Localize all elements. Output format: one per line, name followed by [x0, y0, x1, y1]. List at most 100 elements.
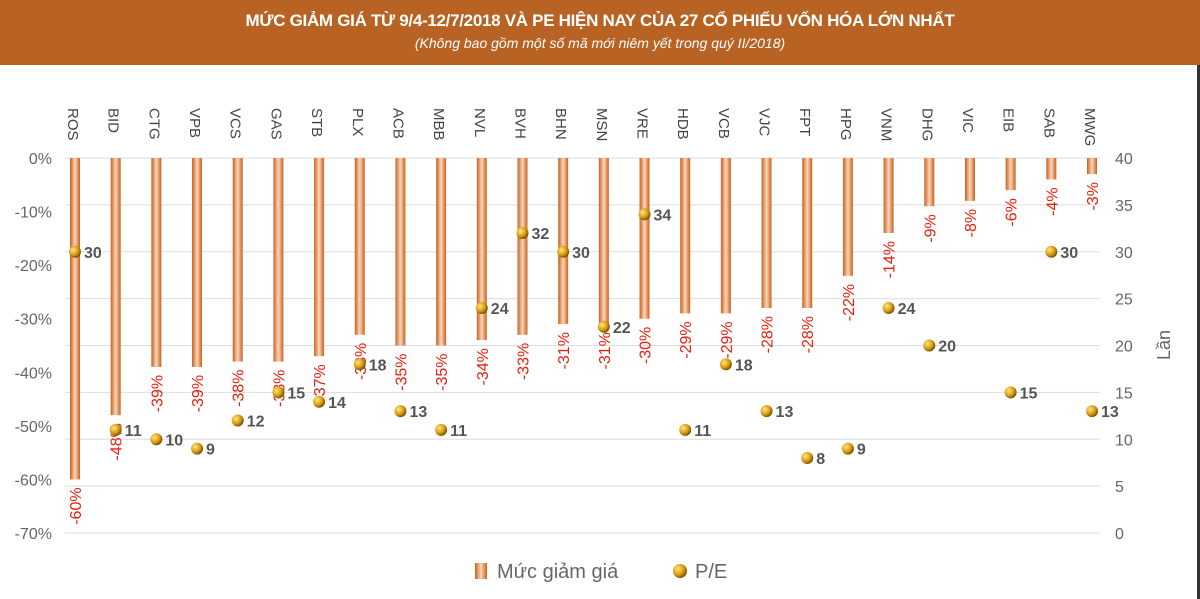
- pe-label: 11: [450, 423, 467, 440]
- right-axis-tick: 25: [1115, 292, 1133, 309]
- bar-HDB: [680, 158, 691, 314]
- category-label: FPT: [796, 108, 813, 136]
- category-label: BID: [105, 108, 122, 133]
- right-axis-tick: 20: [1115, 339, 1133, 356]
- bar-label: -33%: [515, 343, 532, 380]
- pe-label: 15: [1020, 385, 1038, 402]
- bar-label: -39%: [149, 375, 166, 412]
- left-axis-tick: -60%: [15, 472, 52, 489]
- pe-label: 32: [531, 226, 549, 243]
- bar-label: -31%: [597, 332, 614, 369]
- bar-label: -28%: [760, 316, 777, 353]
- pe-dot-BHN: [557, 245, 570, 258]
- category-label: MBB: [430, 108, 447, 141]
- bar-VCS: [232, 158, 243, 362]
- pe-dot-FPT: [801, 452, 814, 464]
- category-label: BHN: [552, 108, 569, 140]
- bar-label: -34%: [475, 348, 492, 385]
- category-label: BVH: [511, 108, 528, 139]
- pe-dot-VRE: [638, 208, 651, 221]
- pe-label: 9: [206, 442, 215, 459]
- category-label: VIC: [959, 108, 976, 133]
- right-axis-label: Lần: [1154, 330, 1174, 360]
- right-axis-tick: 30: [1115, 245, 1133, 262]
- right-axis-tick: 0: [1115, 526, 1124, 543]
- pe-label: 11: [125, 423, 142, 440]
- category-label: MWG: [1081, 108, 1098, 146]
- pe-label: 10: [165, 432, 183, 449]
- bar-label: -9%: [922, 214, 939, 242]
- chart-title: MỨC GIẢM GIÁ TỪ 9/4-12/7/2018 VÀ PE HIỆN…: [245, 11, 955, 30]
- pe-dot-VPB: [191, 442, 204, 455]
- bar-label: -6%: [1004, 198, 1021, 226]
- pe-dot-VNM: [882, 302, 895, 314]
- bar-label: -8%: [963, 209, 980, 237]
- pe-label: 14: [328, 395, 346, 412]
- bar-ROS: [70, 158, 80, 480]
- bar-MSN: [598, 158, 609, 325]
- pe-label: 11: [694, 423, 711, 440]
- category-label: HDB: [674, 108, 691, 140]
- category-label: ROS: [64, 108, 81, 141]
- bar-NVL: [476, 158, 487, 341]
- pe-dot-HDB: [679, 423, 692, 436]
- category-label: MSN: [593, 108, 610, 141]
- pe-label: 24: [898, 301, 916, 318]
- right-axis-tick: 5: [1115, 479, 1124, 496]
- category-label: VNM: [878, 108, 895, 141]
- left-axis-tick: 0%: [29, 151, 52, 168]
- pe-label: 9: [857, 442, 866, 459]
- pe-dot-BID: [109, 423, 122, 436]
- bar-label: -30%: [638, 327, 655, 364]
- legend-bar-label: Mức giảm giá: [497, 561, 619, 583]
- bar-FPT: [802, 158, 813, 308]
- left-axis-tick: -10%: [15, 205, 52, 222]
- legend-pe-swatch: [673, 564, 687, 578]
- bar-DHG: [924, 158, 935, 207]
- bar-label: -4%: [1044, 187, 1061, 215]
- pe-label: 13: [409, 404, 427, 421]
- pe-dot-MWG: [1086, 405, 1098, 418]
- category-label: VCB: [715, 108, 732, 139]
- pe-dot-BVH: [516, 227, 529, 239]
- category-label: ACB: [389, 108, 406, 139]
- left-axis-tick: -20%: [15, 258, 52, 275]
- bar-label: -3%: [1085, 182, 1102, 210]
- bar-BHN: [558, 158, 569, 325]
- pe-dot-STB: [313, 395, 326, 408]
- category-label: SAB: [1040, 108, 1057, 138]
- bar-VRE: [639, 158, 650, 319]
- pe-label: 13: [776, 404, 794, 421]
- bar-BID: [110, 158, 121, 416]
- pe-dot-ROS: [69, 245, 81, 258]
- category-label: VPB: [186, 108, 203, 138]
- category-label: EIB: [1000, 108, 1017, 132]
- category-label: CTG: [145, 108, 162, 140]
- right-axis-tick: 10: [1115, 432, 1133, 449]
- pe-dot-PLX: [353, 358, 366, 371]
- pe-label: 30: [572, 245, 590, 262]
- bar-HPG: [842, 158, 853, 276]
- pe-dot-ACB: [394, 405, 407, 418]
- pe-dot-VCS: [231, 414, 244, 427]
- category-label: VCS: [227, 108, 244, 139]
- pe-dot-EIB: [1004, 386, 1017, 399]
- pe-label: 12: [247, 414, 265, 431]
- category-label: NVL: [471, 108, 488, 137]
- bar-label: -35%: [393, 354, 410, 391]
- bar-CTG: [151, 158, 162, 367]
- bar-label: -60%: [68, 487, 85, 524]
- bar-label: -22%: [841, 284, 858, 321]
- bar-SAB: [1046, 158, 1057, 180]
- pe-label: 18: [369, 357, 387, 374]
- bar-label: -29%: [678, 321, 695, 358]
- bar-label: -14%: [882, 241, 899, 278]
- bar-GAS: [273, 158, 284, 362]
- category-label: PLX: [349, 108, 366, 136]
- bar-label: -28%: [800, 316, 817, 353]
- pe-dot-MBB: [435, 423, 448, 436]
- pe-dot-VCB: [719, 358, 732, 371]
- chart-frame: [0, 65, 1200, 599]
- category-label: STB: [308, 108, 325, 137]
- legend-bar-swatch: [475, 563, 487, 579]
